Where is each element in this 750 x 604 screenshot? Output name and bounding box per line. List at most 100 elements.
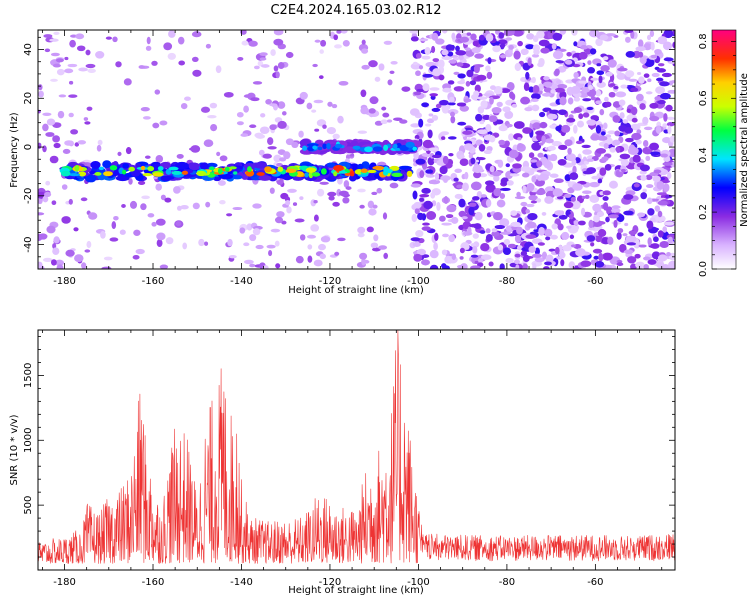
noise-blob	[569, 234, 575, 240]
noise-blob	[105, 36, 112, 40]
noise-blob	[371, 191, 378, 196]
noise-blob	[640, 56, 647, 65]
noise-blob	[38, 233, 43, 242]
signal-blob	[188, 162, 201, 171]
signal-core	[277, 166, 284, 172]
noise-blob	[413, 253, 423, 262]
noise-blob	[654, 205, 661, 212]
noise-blob	[333, 34, 339, 41]
noise-blob	[86, 106, 93, 111]
colorbar: 0.0 0.2 0.4 0.6 0.8 Normalized spectral ampl…	[698, 29, 750, 277]
noise-blob	[370, 242, 379, 249]
noise-blob	[543, 81, 553, 87]
noise-blob	[246, 223, 253, 231]
noise-blob	[320, 235, 331, 243]
noise-blob	[635, 93, 644, 102]
noise-blob	[556, 196, 564, 200]
noise-blob	[436, 201, 441, 211]
noise-blob	[427, 129, 433, 139]
noise-blob	[558, 251, 566, 259]
noise-blob	[672, 41, 675, 49]
spectrogram-x-axis-label: Height of straight line (km)	[288, 285, 424, 296]
noise-blob	[522, 127, 532, 134]
snr-x-ticks: -180 -160 -140 -120 -100 -80 -60	[42, 330, 663, 588]
noise-blob	[111, 221, 117, 230]
spectrogram-frame	[37, 29, 676, 270]
noise-blob	[497, 39, 508, 45]
spectrogram-plot: -180 -160 -140 -120 -100 -80 -60 -40 -20 0 20 40 H…	[9, 29, 676, 296]
noise-blob	[665, 194, 673, 199]
noise-blob	[649, 102, 659, 109]
noise-blob	[438, 74, 445, 81]
signal-core	[285, 168, 297, 173]
noise-blob	[56, 264, 64, 269]
noise-blob	[255, 244, 264, 250]
noise-blob	[409, 108, 420, 116]
noise-blob	[560, 259, 565, 267]
noise-blob	[209, 102, 218, 109]
noise-blob	[593, 255, 599, 260]
noise-blob	[599, 108, 605, 116]
noise-blob	[569, 172, 579, 180]
noise-blob	[567, 97, 574, 105]
noise-blob	[447, 102, 456, 106]
x-tick-label: -160	[142, 276, 165, 287]
noise-blob	[386, 119, 393, 123]
noise-blob	[215, 65, 222, 74]
y-tick-label: 40	[23, 43, 34, 56]
noise-blob	[410, 237, 421, 242]
noise-blob	[602, 196, 609, 201]
noise-blob	[595, 124, 602, 134]
noise-blob	[430, 192, 436, 199]
noise-blob	[177, 36, 185, 45]
noise-blob	[422, 139, 433, 149]
noise-blob	[412, 190, 418, 200]
noise-blob	[595, 89, 602, 97]
noise-blob	[320, 39, 327, 47]
noise-blob	[409, 30, 420, 34]
noise-blob	[642, 116, 649, 125]
noise-blob	[178, 60, 186, 66]
noise-blob	[412, 241, 421, 247]
noise-blob	[510, 210, 518, 216]
signal-core	[391, 172, 403, 177]
noise-blob	[248, 40, 258, 47]
noise-blob	[505, 37, 513, 41]
noise-blob	[655, 125, 662, 135]
noise-blob	[307, 244, 313, 250]
noise-blob	[167, 52, 176, 60]
noise-blob	[342, 197, 350, 204]
noise-blob	[554, 210, 564, 216]
noise-blob	[343, 180, 350, 188]
noise-blob	[499, 218, 510, 227]
noise-blob	[557, 109, 568, 116]
noise-blob	[239, 227, 246, 234]
noise-blob	[537, 242, 545, 246]
x-tick-label: -80	[499, 276, 515, 287]
noise-blob	[159, 120, 168, 126]
noise-blob	[630, 106, 638, 116]
noise-blob	[462, 130, 473, 135]
noise-blob	[50, 78, 58, 82]
noise-blob	[663, 221, 675, 226]
noise-blob	[265, 99, 272, 105]
noise-blob	[526, 33, 535, 40]
noise-blob	[74, 254, 84, 263]
noise-blob	[573, 124, 578, 134]
noise-blob	[433, 242, 438, 251]
noise-blob	[389, 70, 395, 75]
noise-blob	[489, 165, 495, 173]
noise-blob	[643, 73, 650, 78]
noise-blob	[663, 30, 674, 39]
noise-blob	[657, 99, 666, 105]
noise-blob	[428, 113, 434, 117]
noise-blob	[516, 226, 523, 235]
noise-blob	[473, 223, 482, 230]
noise-blob	[432, 58, 440, 63]
noise-blob	[38, 90, 44, 98]
noise-blob	[535, 198, 542, 203]
signal-blob	[160, 175, 171, 182]
noise-blob	[270, 228, 281, 233]
noise-blob	[484, 180, 495, 186]
noise-blob	[262, 265, 269, 269]
